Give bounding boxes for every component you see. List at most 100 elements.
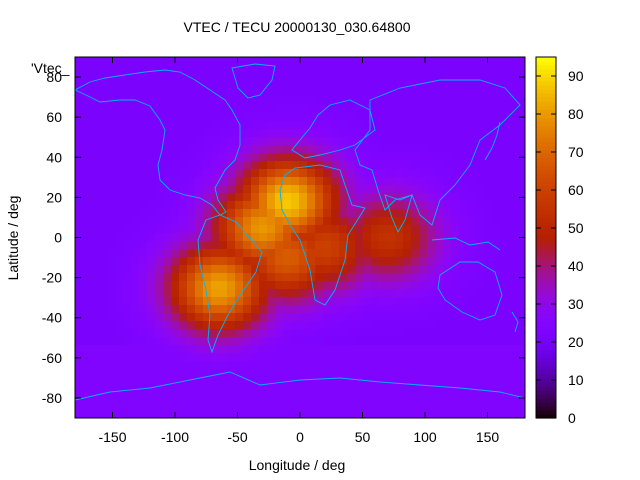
heat-cell xyxy=(387,105,396,114)
heat-cell xyxy=(195,177,204,186)
heat-cell xyxy=(147,313,156,322)
heat-cell xyxy=(83,209,92,218)
heat-cell xyxy=(475,377,484,386)
heat-cell xyxy=(403,129,412,138)
heat-cell xyxy=(395,361,404,370)
heat-cell xyxy=(115,65,124,74)
heat-cell xyxy=(267,297,276,306)
colorbar-step xyxy=(536,409,556,415)
heat-cell xyxy=(139,169,148,178)
heat-cell xyxy=(411,401,420,410)
heat-cell xyxy=(419,289,428,298)
heat-cell xyxy=(291,369,300,378)
heat-cell xyxy=(83,225,92,234)
heat-cell xyxy=(283,145,292,154)
heat-cell xyxy=(291,289,300,298)
colorbar-step xyxy=(536,241,556,247)
heat-cell xyxy=(275,193,284,202)
heat-cell xyxy=(227,353,236,362)
heat-cell xyxy=(243,273,252,282)
heat-cell xyxy=(387,321,396,330)
heat-cell xyxy=(387,209,396,218)
heat-cell xyxy=(435,161,444,170)
heat-cell xyxy=(123,337,132,346)
heat-cell xyxy=(275,321,284,330)
heat-cell xyxy=(243,97,252,106)
heat-cell xyxy=(371,105,380,114)
colorbar-step xyxy=(536,321,556,327)
heat-cell xyxy=(379,129,388,138)
heat-cell xyxy=(499,393,508,402)
colorbar-step xyxy=(536,189,556,194)
heat-cell xyxy=(283,233,292,242)
heat-cell xyxy=(283,241,292,250)
heat-cell xyxy=(443,401,452,410)
heat-cell xyxy=(283,225,292,234)
heat-cell xyxy=(115,57,124,66)
heat-cell xyxy=(515,265,524,274)
heat-cell xyxy=(379,353,388,362)
heat-cell xyxy=(123,345,132,354)
heat-cell xyxy=(163,185,172,194)
heat-cell xyxy=(195,361,204,370)
heat-cell xyxy=(123,409,132,418)
heat-cell xyxy=(147,105,156,114)
heat-cell xyxy=(219,329,228,338)
heat-cell xyxy=(379,97,388,106)
heat-cell xyxy=(523,97,526,106)
heat-cell xyxy=(435,281,444,290)
heat-cell xyxy=(363,145,372,154)
heat-cell xyxy=(91,321,100,330)
colorbar-step xyxy=(536,337,556,343)
heat-cell xyxy=(107,281,116,290)
heat-cell xyxy=(123,353,132,362)
heat-cell xyxy=(139,337,148,346)
heat-cell xyxy=(339,161,348,170)
heat-cell xyxy=(91,289,100,298)
heat-cell xyxy=(483,129,492,138)
heat-cell xyxy=(523,337,526,346)
heat-cell xyxy=(195,193,204,202)
colorbar-tick-label: 90 xyxy=(568,68,584,84)
heat-cell xyxy=(339,217,348,226)
heat-cell xyxy=(259,105,268,114)
heat-cell xyxy=(507,385,516,394)
heat-cell xyxy=(459,281,468,290)
heat-cell xyxy=(83,289,92,298)
heat-cell xyxy=(443,153,452,162)
heat-cell xyxy=(259,409,268,418)
heat-cell xyxy=(363,297,372,306)
heat-cell xyxy=(483,345,492,354)
heat-cell xyxy=(275,113,284,122)
heat-cell xyxy=(315,129,324,138)
heat-cell xyxy=(251,353,260,362)
heat-cell xyxy=(491,105,500,114)
heat-cell xyxy=(299,321,308,330)
heat-cell xyxy=(419,209,428,218)
heat-cell xyxy=(155,249,164,258)
heat-cell xyxy=(491,241,500,250)
heat-cell xyxy=(395,81,404,90)
heat-cell xyxy=(275,169,284,178)
heat-cell xyxy=(363,281,372,290)
heat-cell xyxy=(115,265,124,274)
heat-cell xyxy=(163,305,172,314)
heat-cell xyxy=(131,401,140,410)
heat-cell xyxy=(227,153,236,162)
heat-cell xyxy=(171,281,180,290)
heat-cell xyxy=(411,129,420,138)
heat-cell xyxy=(283,73,292,82)
heat-cell xyxy=(507,249,516,258)
heat-cell xyxy=(267,353,276,362)
heat-cell xyxy=(99,193,108,202)
heat-cell xyxy=(275,233,284,242)
heat-cell xyxy=(443,97,452,106)
heat-cell xyxy=(163,65,172,74)
heat-cell xyxy=(155,313,164,322)
heat-cell xyxy=(339,57,348,66)
heat-cell xyxy=(131,409,140,418)
coast-japan xyxy=(484,121,501,161)
coast-north-america xyxy=(73,69,241,216)
heat-cell xyxy=(195,337,204,346)
heat-cell xyxy=(219,145,228,154)
